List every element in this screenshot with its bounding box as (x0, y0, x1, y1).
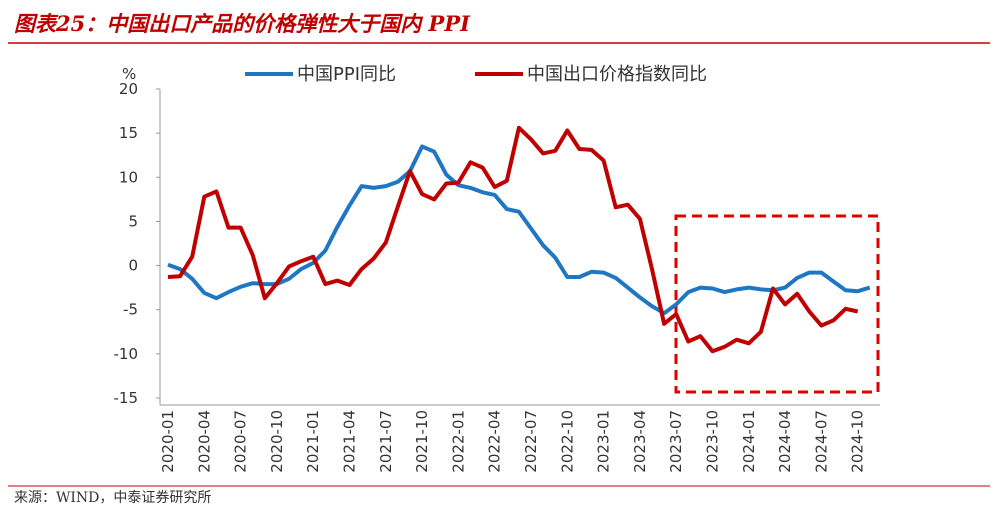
x-tick-label: 2024-10 (849, 410, 867, 473)
x-tick-label: 2023-10 (704, 410, 722, 473)
x-tick-label: 2020-01 (159, 410, 177, 473)
x-tick-label: 2022-01 (449, 410, 467, 473)
x-tick-label: 2021-07 (377, 410, 395, 473)
y-tick-label: 15 (119, 124, 138, 142)
x-tick-label: 2022-07 (522, 410, 540, 473)
y-tick-label: -15 (114, 389, 139, 407)
legend-label: 中国PPI同比 (297, 64, 396, 85)
x-tick-label: 2021-10 (413, 410, 431, 473)
chart-title: 图表25：中国出口产品的价格弹性大于国内 PPI (14, 11, 471, 36)
x-tick-label: 2024-04 (776, 410, 794, 473)
x-tick-label: 2022-10 (558, 410, 576, 473)
series-line (167, 144, 871, 316)
x-tick-label: 2024-01 (740, 410, 758, 473)
y-tick-label: 10 (119, 168, 138, 186)
x-tick-label: 2024-07 (812, 410, 830, 473)
y-tick-label: 0 (128, 257, 138, 275)
x-tick-label: 2023-07 (667, 410, 685, 473)
source: 来源：WIND，中泰证券研究所 (14, 490, 211, 506)
x-tick-label: 2023-01 (595, 410, 613, 473)
y-tick-label: 20 (119, 80, 138, 98)
x-tick-label: 2020-10 (268, 410, 286, 473)
legend-label: 中国出口价格指数同比 (527, 64, 707, 85)
series-line (167, 125, 859, 354)
x-tick-label: 2022-04 (486, 410, 504, 473)
y-axis-label: % (122, 65, 136, 83)
x-tick-label: 2021-04 (341, 410, 359, 473)
y-tick-label: -10 (114, 345, 139, 363)
x-tick-label: 2021-01 (304, 410, 322, 473)
x-tick-label: 2023-04 (631, 410, 649, 473)
x-tick-label: 2020-07 (232, 410, 250, 473)
highlight-box (674, 214, 880, 394)
x-tick-label: 2020-04 (195, 410, 213, 473)
y-tick-label: 5 (128, 212, 138, 230)
y-tick-label: -5 (123, 301, 138, 319)
